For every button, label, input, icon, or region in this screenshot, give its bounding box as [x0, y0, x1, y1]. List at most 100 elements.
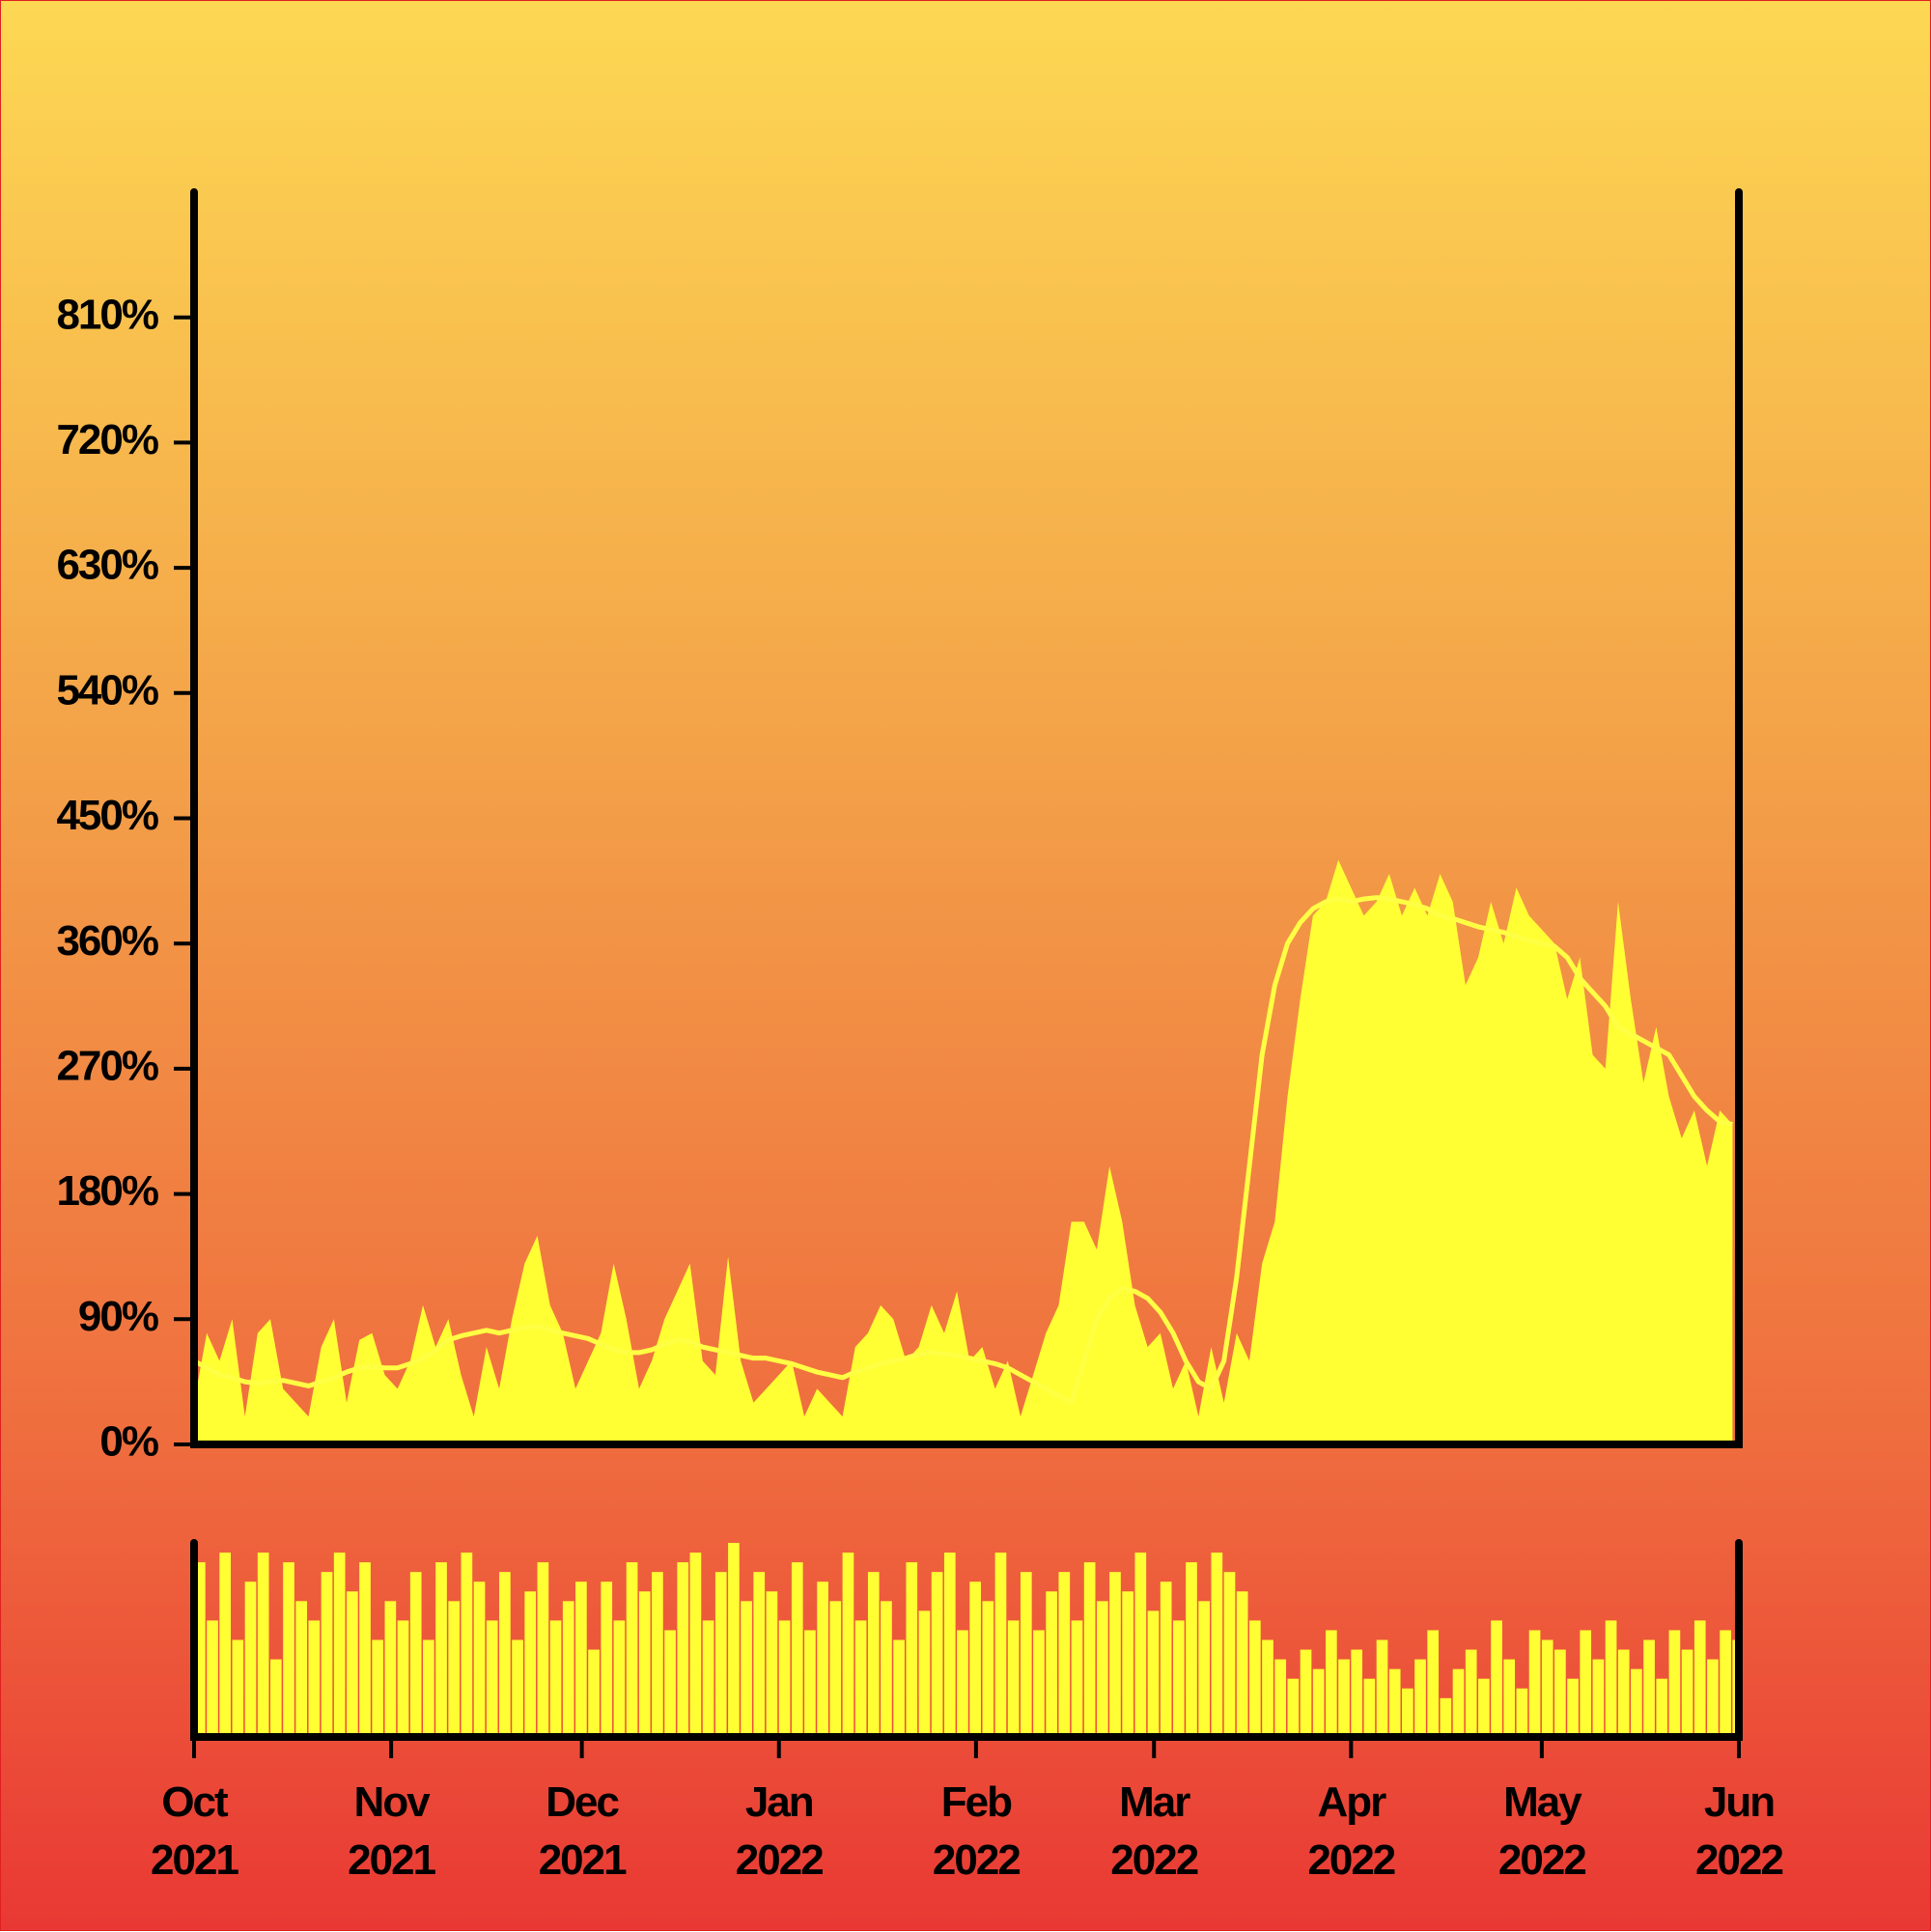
- bar: [1223, 1572, 1236, 1737]
- bar: [499, 1572, 511, 1737]
- bar: [994, 1553, 1007, 1737]
- bar: [283, 1562, 294, 1737]
- bar: [1554, 1649, 1566, 1737]
- bar: [1681, 1649, 1693, 1737]
- bar: [588, 1649, 600, 1737]
- bar: [1046, 1591, 1057, 1737]
- bar: [1007, 1620, 1020, 1737]
- bar: [219, 1553, 232, 1737]
- bar: [1376, 1639, 1388, 1737]
- bar: [257, 1553, 269, 1737]
- bar: [1211, 1553, 1223, 1737]
- x-tick-label: Feb 2022: [932, 1778, 1021, 1884]
- bar: [741, 1601, 752, 1737]
- y-tick-label: 810%: [56, 291, 157, 338]
- bar: [1440, 1697, 1452, 1737]
- bar: [308, 1620, 321, 1737]
- bar: [359, 1562, 371, 1737]
- bar: [1262, 1639, 1273, 1737]
- bar: [1452, 1668, 1465, 1737]
- bar: [1122, 1591, 1133, 1737]
- bar: [575, 1582, 587, 1737]
- bar: [906, 1562, 918, 1737]
- bar: [1326, 1630, 1337, 1737]
- bar: [1592, 1659, 1605, 1737]
- overview-axes: [190, 1539, 1743, 1741]
- bar: [1516, 1688, 1528, 1737]
- bar: [753, 1572, 766, 1737]
- y-tick-label: 720%: [56, 416, 157, 463]
- bar: [1707, 1659, 1719, 1737]
- area: [194, 859, 1733, 1444]
- bar: [931, 1572, 943, 1737]
- bar: [969, 1582, 981, 1737]
- bar: [1274, 1659, 1287, 1737]
- y-tick-label: 540%: [56, 666, 157, 714]
- bar: [626, 1562, 638, 1737]
- bar: [423, 1639, 434, 1737]
- bar: [778, 1620, 791, 1737]
- bar: [409, 1572, 422, 1737]
- bar: [1071, 1620, 1083, 1737]
- bar: [728, 1543, 740, 1737]
- bar: [893, 1639, 905, 1737]
- bar: [270, 1659, 282, 1737]
- bar: [1388, 1668, 1401, 1737]
- bar: [1465, 1649, 1477, 1737]
- line: [192, 895, 1733, 1406]
- bar: [677, 1562, 689, 1737]
- bar: [1693, 1620, 1706, 1737]
- bar: [194, 1562, 206, 1737]
- bar: [347, 1591, 358, 1737]
- bar: [957, 1630, 968, 1737]
- x-tick-label: May 2022: [1497, 1778, 1587, 1884]
- bar: [1643, 1639, 1655, 1737]
- bar: [766, 1591, 778, 1737]
- bar: [714, 1572, 727, 1737]
- bar: [473, 1582, 486, 1737]
- bar: [1300, 1649, 1312, 1737]
- bar: [1732, 1639, 1738, 1737]
- bar: [372, 1639, 384, 1737]
- bar: [486, 1620, 498, 1737]
- bar: [689, 1553, 702, 1737]
- bar: [638, 1591, 651, 1737]
- x-tick-label: Nov 2021: [348, 1778, 436, 1884]
- bar: [1528, 1630, 1541, 1737]
- bar: [1668, 1630, 1681, 1737]
- bar: [512, 1639, 523, 1737]
- x-tick-label: Apr 2022: [1307, 1778, 1396, 1884]
- y-tick-label: 0%: [99, 1418, 157, 1466]
- x-tick-label: Jan 2022: [735, 1778, 825, 1884]
- y-tick-label: 630%: [56, 542, 157, 589]
- bar: [1033, 1630, 1045, 1737]
- x-tick-label: Oct 2021: [151, 1778, 239, 1884]
- bar: [664, 1630, 676, 1737]
- bar: [321, 1572, 333, 1737]
- bar: [1236, 1591, 1248, 1737]
- bar: [1351, 1649, 1363, 1737]
- bar: [1617, 1649, 1630, 1737]
- bar: [435, 1562, 447, 1737]
- bar: [702, 1620, 714, 1737]
- bar: [842, 1553, 854, 1737]
- bar: [854, 1620, 867, 1737]
- bar: [867, 1572, 880, 1737]
- y-tick-label: 180%: [56, 1167, 157, 1215]
- bar: [1656, 1678, 1668, 1737]
- bar: [295, 1601, 308, 1737]
- bar: [1287, 1678, 1300, 1737]
- bar: [1058, 1572, 1071, 1737]
- bar: [918, 1610, 931, 1737]
- bar: [333, 1553, 346, 1737]
- main-axes: [190, 188, 1743, 1448]
- x-tick-label: Dec 2021: [538, 1778, 628, 1884]
- x-tick-label: Jun 2022: [1695, 1778, 1784, 1884]
- bar: [1249, 1620, 1261, 1737]
- bar: [1312, 1668, 1325, 1737]
- bar: [448, 1601, 461, 1737]
- bar: [1414, 1659, 1426, 1737]
- bar: [652, 1572, 663, 1737]
- bar: [397, 1620, 409, 1737]
